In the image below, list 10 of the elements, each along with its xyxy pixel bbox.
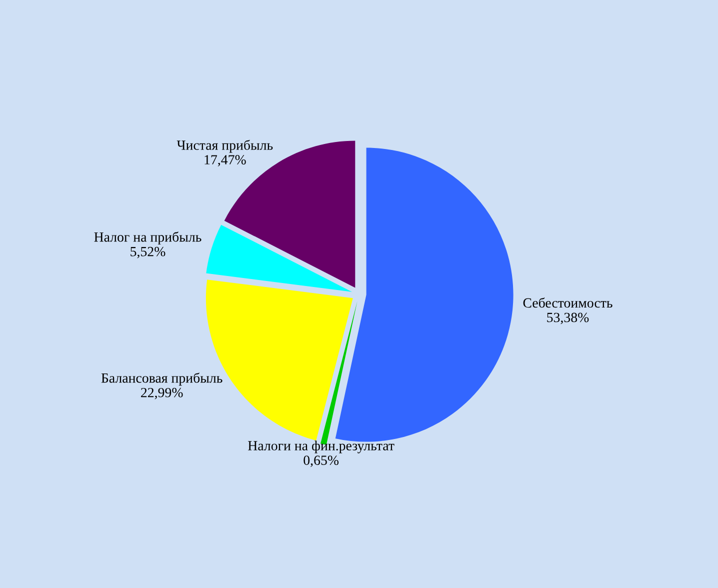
slice-label: Налоги на фин.результат — [248, 440, 394, 454]
data-label: 53,38% — [547, 312, 589, 324]
data-label: 0,65% — [304, 456, 339, 467]
slice-label: Себестоимость — [523, 298, 612, 308]
slice-label: Чистая прибыль — [176, 140, 273, 153]
data-label: 22,99% — [141, 388, 183, 400]
data-label: 17,47% — [204, 155, 246, 166]
slice-label: Налог на прибыль — [94, 232, 202, 245]
slice-label: Балансовая прибыль — [101, 372, 222, 386]
data-label: 5,52% — [130, 246, 166, 258]
